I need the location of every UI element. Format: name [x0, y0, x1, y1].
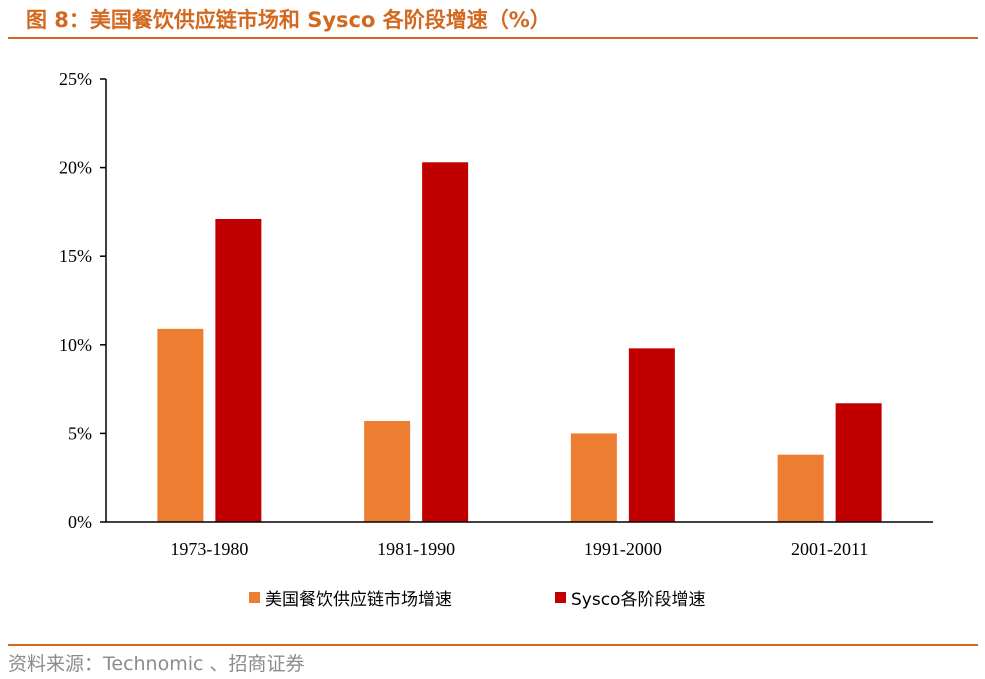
x-tick-label: 1981-1990: [377, 539, 455, 559]
y-tick-label: 15%: [59, 246, 92, 266]
bar-sysco-2001-2011: [835, 403, 882, 522]
legend-label-market: 美国餐饮供应链市场增速: [265, 590, 452, 610]
y-tick-label: 5%: [68, 423, 92, 443]
bar-sysco-1991-2000: [628, 348, 675, 522]
y-tick-label: 25%: [59, 69, 92, 89]
bar-sysco-1973-1980: [215, 218, 262, 522]
legend-swatch-sysco: [555, 592, 566, 603]
bars-layer: [157, 162, 882, 522]
y-tick-label: 0%: [68, 512, 92, 532]
source-note: 资料来源：Technomic 、招商证券: [8, 653, 305, 675]
bar-market-1973-1980: [157, 328, 204, 522]
x-tick-label: 1973-1980: [170, 539, 248, 559]
legend-swatch-market: [249, 592, 260, 603]
axis-layer: 1973-1980 1981-1990 1991-2000 2001-2011 0% 5%…: [59, 69, 933, 559]
y-tick-label: 20%: [59, 158, 92, 178]
legend-layer: 美国餐饮供应链市场增速 Sysco各阶段增速: [249, 590, 705, 610]
figure-title: 图 8：美国餐饮供应链市场和 Sysco 各阶段增速（%）: [26, 8, 551, 32]
x-tick-label: 2001-2011: [791, 539, 868, 559]
bar-sysco-1981-1990: [422, 162, 469, 522]
bar-market-1981-1990: [364, 420, 411, 522]
x-tick-label: 1991-2000: [584, 539, 662, 559]
bar-market-2001-2011: [777, 454, 824, 522]
footer-divider: [8, 644, 978, 646]
legend-label-sysco: Sysco各阶段增速: [571, 590, 705, 610]
title-divider: [8, 37, 978, 39]
bar-market-1991-2000: [570, 433, 617, 522]
y-tick-label: 10%: [59, 335, 92, 355]
